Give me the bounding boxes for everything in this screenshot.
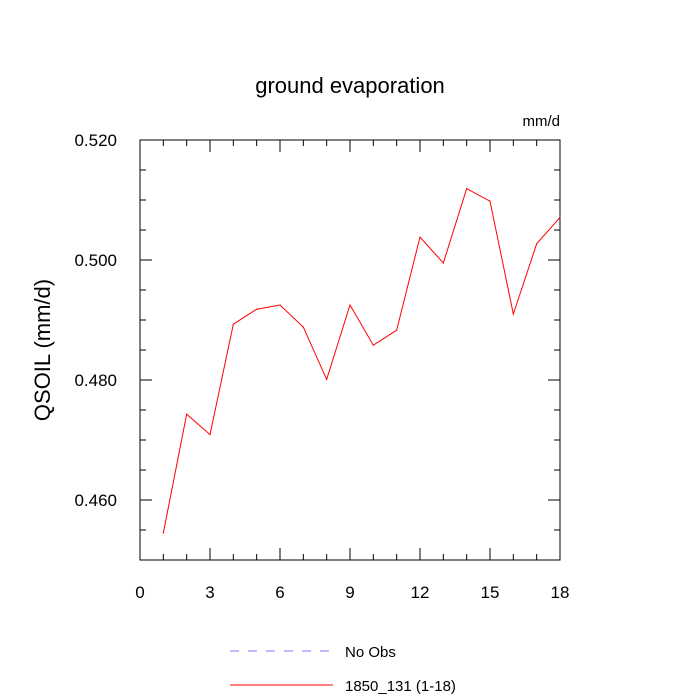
x-tick-label: 15 — [481, 583, 500, 602]
data-point — [302, 326, 304, 328]
data-point — [279, 304, 281, 306]
units-label: mm/d — [523, 113, 561, 130]
x-tick-label: 18 — [551, 583, 570, 602]
data-point — [536, 243, 538, 245]
data-point — [466, 188, 468, 190]
data-point — [232, 323, 234, 325]
data-point — [186, 413, 188, 415]
x-tick-label: 12 — [411, 583, 430, 602]
axis-tick-labels: 0 3 6 9 12 15 18 0.460 0.480 0.500 0.520 — [74, 131, 569, 602]
data-point — [349, 304, 351, 306]
x-tick-label: 3 — [205, 583, 214, 602]
x-tick-label: 6 — [275, 583, 284, 602]
series-layer — [162, 187, 561, 534]
data-point — [256, 308, 258, 310]
data-point — [489, 200, 491, 202]
y-tick-label: 0.460 — [74, 491, 117, 510]
y-tick-label: 0.520 — [74, 131, 117, 150]
data-point — [419, 236, 421, 238]
y-tick-label: 0.500 — [74, 251, 117, 270]
data-point — [326, 378, 328, 380]
y-axis-label: QSOIL (mm/d) — [30, 279, 55, 421]
plot-frame — [139, 139, 561, 561]
data-point — [396, 329, 398, 331]
x-tick-label: 0 — [135, 583, 144, 602]
data-point — [372, 344, 374, 346]
data-point — [512, 313, 514, 315]
data-point — [559, 216, 561, 218]
axis-ticks — [139, 139, 561, 561]
data-point — [209, 434, 211, 436]
y-tick-label: 0.480 — [74, 371, 117, 390]
legend-label: No Obs — [345, 644, 396, 661]
legend: No Obs 1850_131 (1-18) — [230, 644, 456, 695]
data-point — [442, 262, 444, 264]
data-point — [162, 532, 164, 534]
series-line — [162, 187, 561, 534]
chart-title: ground evaporation — [255, 73, 445, 98]
legend-label: 1850_131 (1-18) — [345, 678, 456, 695]
x-tick-label: 9 — [345, 583, 354, 602]
